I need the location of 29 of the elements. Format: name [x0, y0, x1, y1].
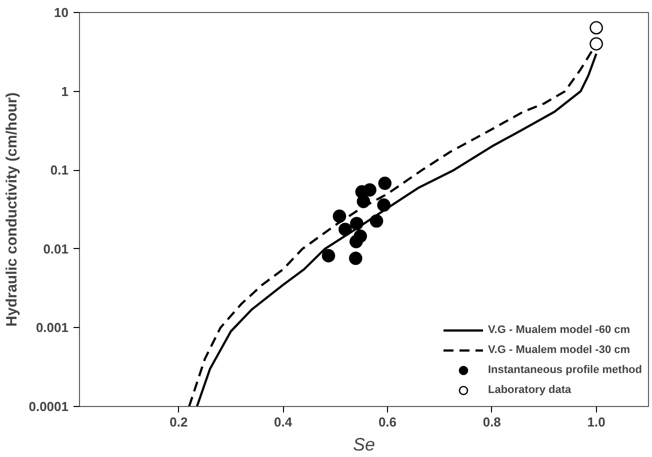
- point: [332, 210, 346, 223]
- point: [370, 214, 384, 228]
- y-tick-label: 0.01: [43, 241, 69, 256]
- y-tick-label: 10: [54, 5, 69, 20]
- x-tick-label: 0.4: [274, 414, 293, 430]
- legend-label: Laboratory data: [488, 384, 572, 396]
- point: [350, 234, 363, 248]
- legend-label: Instantaneous profile method: [488, 364, 642, 376]
- y-axis-title: Hydraulic conductivity (cm/hour): [4, 92, 21, 327]
- y-tick-label: 0.001: [36, 320, 69, 336]
- y-tick-label: 1: [61, 84, 69, 99]
- x-tick-label: 1.0: [587, 414, 606, 430]
- point: [338, 222, 352, 236]
- point: [590, 21, 603, 34]
- point: [322, 249, 336, 262]
- point: [349, 252, 362, 265]
- x-axis-title: Se: [352, 434, 376, 454]
- legend-label: V.G - Mualem model -30 cm: [488, 344, 630, 356]
- x-tick-label: 0.2: [170, 414, 188, 430]
- point: [590, 37, 603, 50]
- x-tick-label: 0.8: [482, 414, 501, 430]
- y-tick-label: 0.1: [50, 162, 69, 178]
- point: [377, 198, 390, 212]
- x-tick-label: 0.6: [378, 414, 397, 430]
- point: [350, 216, 364, 230]
- point: [356, 194, 370, 208]
- legend-label: V.G - Mualem model -60 cm: [488, 324, 630, 336]
- point: [378, 176, 392, 190]
- y-tick-label: 0.0001: [28, 399, 69, 414]
